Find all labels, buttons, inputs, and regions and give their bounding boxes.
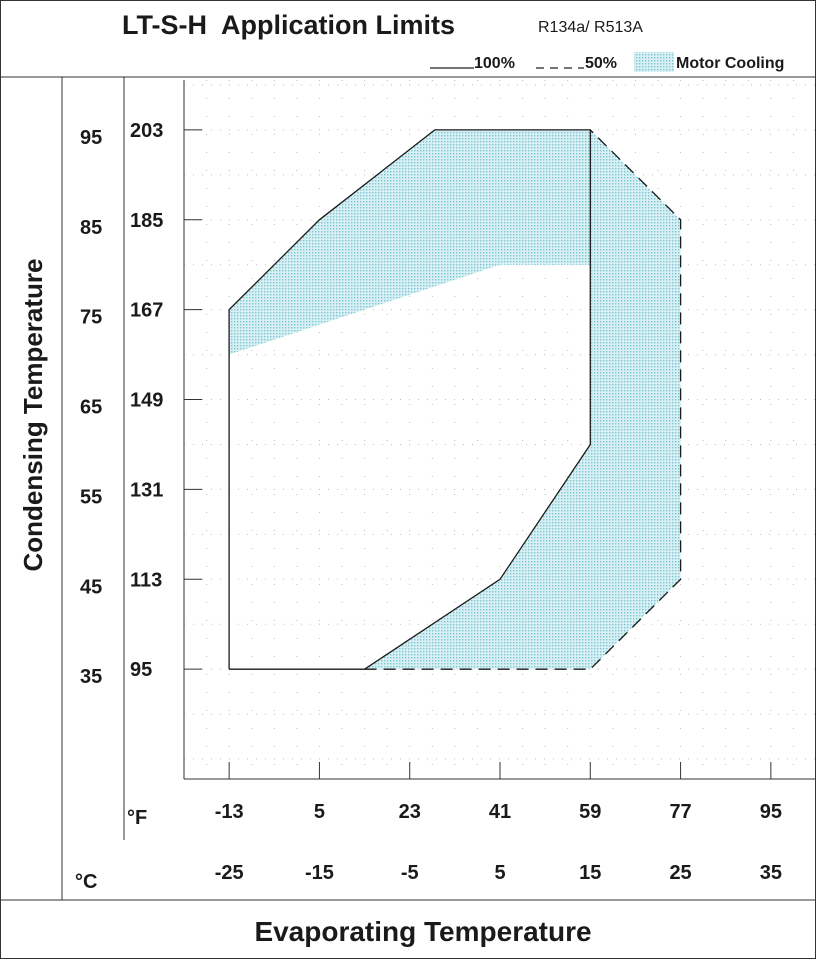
y-tick-label-c: 65 <box>80 397 102 419</box>
y-tick-label-c: 85 <box>80 217 102 239</box>
x-tick-label-f: 77 <box>669 801 691 823</box>
legend-label-50: 50% <box>585 55 617 72</box>
x-tick-label-c: -15 <box>305 862 334 884</box>
motor-cooling-area <box>229 129 681 670</box>
y-tick-label-c: 95 <box>80 127 102 149</box>
y-tick-label-f: 131 <box>130 479 163 501</box>
tick-labels: -13 -25 5 -15 23 -5 41 5 59 15 77 25 95 35 203 95 185 85 1… <box>80 120 782 884</box>
x-tick-label-f: 41 <box>489 801 511 823</box>
x-tick-label-c: -25 <box>215 862 244 884</box>
y-tick-label-c: 55 <box>80 486 102 508</box>
x-unit-f: °F <box>127 807 147 829</box>
legend-label-motor-cooling: Motor Cooling <box>676 55 784 72</box>
y-tick-label-f: 167 <box>130 300 163 322</box>
y-tick-label-f: 149 <box>130 390 163 412</box>
chart-subtitle: R134a/ R513A <box>538 19 643 36</box>
y-axis-label: Condensing Temperature <box>18 258 48 571</box>
motor-cooling-region-1 <box>229 129 591 355</box>
y-tick-label-c: 45 <box>80 576 102 598</box>
x-tick-label-f: -13 <box>215 801 244 823</box>
y-tick-label-c: 35 <box>80 666 102 688</box>
x-unit-c: °C <box>75 871 97 893</box>
y-tick-label-f: 95 <box>130 659 152 681</box>
x-tick-label-c: -5 <box>401 862 419 884</box>
y-tick-label-f: 113 <box>130 569 162 591</box>
x-tick-label-c: 5 <box>494 862 505 884</box>
legend-label-100: 100% <box>474 55 515 72</box>
x-tick-label-f: 23 <box>399 801 421 823</box>
legend-fill-swatch <box>634 52 674 72</box>
y-tick-label-c: 75 <box>80 307 102 329</box>
y-tick-label-f: 185 <box>130 210 163 232</box>
x-tick-label-f: 59 <box>579 801 601 823</box>
limit-line-50 <box>364 129 682 670</box>
chart-title: LT-S-H Application Limits <box>122 10 455 40</box>
x-tick-label-f: 5 <box>314 801 325 823</box>
legend: 100% 50% Motor Cooling <box>430 52 784 72</box>
y-tick-label-f: 203 <box>130 120 163 142</box>
motor-cooling-region-2 <box>364 129 681 670</box>
axes <box>183 80 816 780</box>
x-tick-label-f: 95 <box>760 801 782 823</box>
x-tick-label-c: 15 <box>579 862 601 884</box>
x-tick-label-c: 25 <box>669 862 691 884</box>
x-tick-label-c: 35 <box>760 862 782 884</box>
x-axis-label: Evaporating Temperature <box>254 916 591 947</box>
limit-lines <box>228 129 682 670</box>
